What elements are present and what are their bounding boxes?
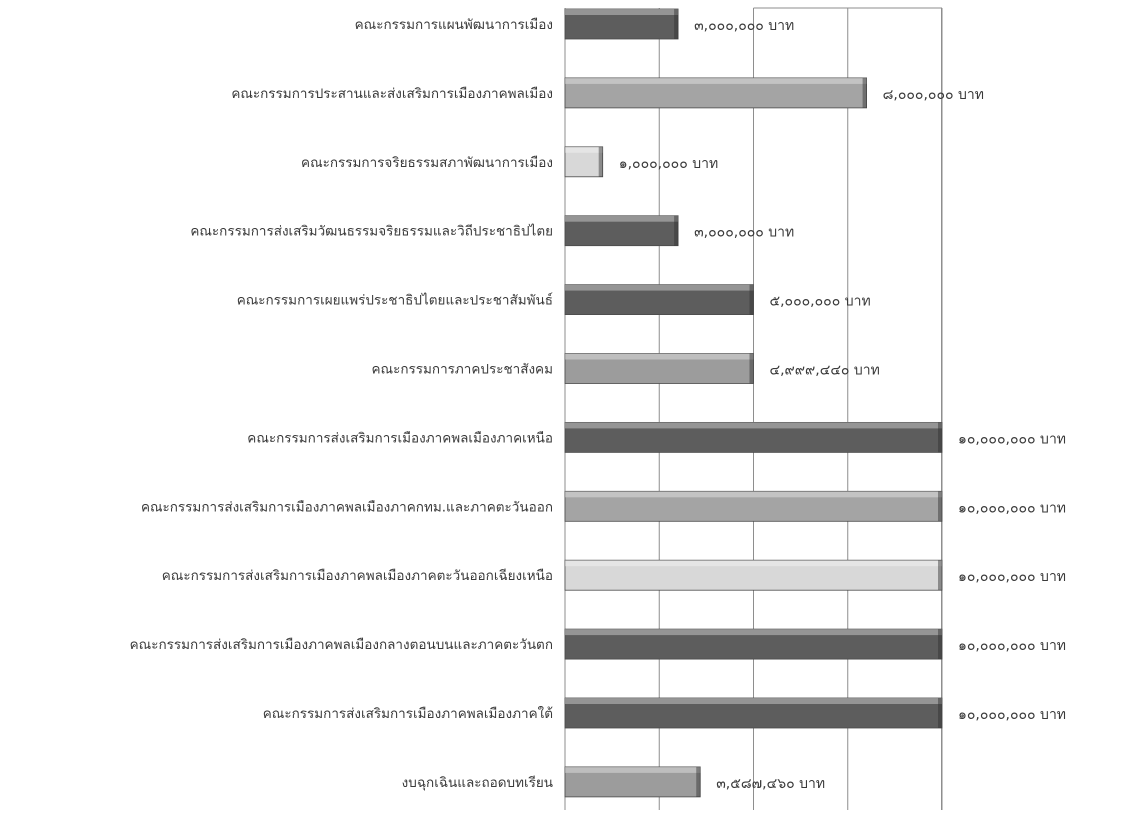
category-label: คณะกรรมการประสานและส่งเสริมการเมืองภาคพล…: [231, 86, 553, 102]
value-label: ๘,๐๐๐,๐๐๐ บาท: [883, 87, 984, 103]
bar-highlight: [565, 491, 942, 498]
value-label: ๓,๐๐๐,๐๐๐ บาท: [694, 225, 794, 241]
bar-end-cap: [598, 146, 603, 177]
category-label: คณะกรรมการส่งเสริมการเมืองภาคพลเมืองภาคก…: [141, 499, 553, 515]
value-label: ๔,๙๙๙,๔๔๐ บาท: [769, 363, 879, 379]
category-label: คณะกรรมการส่งเสริมการเมืองภาคพลเมืองภาคใ…: [263, 705, 553, 722]
bar: [564, 8, 679, 40]
bar: [564, 353, 754, 384]
bar: [564, 215, 679, 247]
gridlines: [564, 7, 943, 810]
bar-end-cap: [938, 698, 942, 728]
bar: [564, 628, 943, 660]
category-label: คณะกรรมการส่งเสริมการเมืองภาคพลเมืองกลาง…: [130, 637, 553, 653]
value-label: ๑๐,๐๐๐,๐๐๐ บาท: [958, 431, 1066, 447]
bar-end-cap: [938, 629, 942, 660]
bar: [564, 559, 943, 591]
bar-end-cap: [674, 215, 679, 246]
bar: [564, 284, 754, 316]
bar-highlight: [565, 77, 867, 84]
bar-highlight: [565, 629, 942, 636]
value-label: ๑๐,๐๐๐,๐๐๐ บาท: [958, 569, 1066, 585]
bar-end-cap: [938, 491, 942, 522]
bar-end-cap: [749, 284, 754, 315]
category-label: คณะกรรมการส่งเสริมการเมืองภาคพลเมืองภาคเ…: [247, 430, 553, 446]
bar-end-cap: [749, 353, 754, 384]
bar-end-cap: [696, 766, 701, 797]
bar: [564, 490, 943, 522]
bar-highlight: [565, 284, 754, 291]
bar-highlight: [565, 422, 942, 429]
bar-highlight: [565, 215, 679, 222]
bar: [564, 697, 943, 729]
category-label: คณะกรรมการแผนพัฒนาการเมือง: [355, 17, 553, 33]
bar: [564, 146, 604, 178]
bar-end-cap: [862, 77, 867, 108]
value-label: ๓,๐๐๐,๐๐๐ บาท: [694, 18, 794, 34]
category-label: คณะกรรมการภาคประชาสังคม: [372, 362, 553, 378]
bars: [564, 8, 943, 798]
value-label: ๕,๐๐๐,๐๐๐ บาท: [770, 294, 871, 310]
bar-highlight: [565, 146, 603, 153]
category-label: งบฉุกเฉินและถอดบทเรียน: [402, 775, 553, 791]
bar-highlight: [565, 698, 942, 704]
bar-highlight: [565, 766, 701, 773]
value-label: ๑,๐๐๐,๐๐๐ บาท: [619, 156, 718, 172]
value-label: ๑๐,๐๐๐,๐๐๐ บาท: [958, 707, 1066, 723]
category-label: คณะกรรมการจริยธรรมสภาพัฒนาการเมือง: [301, 155, 553, 171]
value-label: ๓,๕๘๗,๔๖๐ บาท: [716, 776, 825, 792]
bar-end-cap: [938, 422, 942, 453]
bar-end-cap: [938, 560, 942, 591]
bar-highlight: [565, 353, 754, 360]
bar-highlight: [565, 9, 679, 15]
bar: [564, 77, 868, 109]
category-labels: คณะกรรมการแผนพัฒนาการเมืองคณะกรรมการประส…: [130, 17, 553, 791]
category-label: คณะกรรมการส่งเสริมการเมืองภาคพลเมืองภาคต…: [162, 568, 553, 584]
category-label: คณะกรรมการเผยแพร่ประชาธิปไตยและประชาสัมพ…: [237, 292, 553, 309]
bar: [564, 766, 701, 798]
bar: [564, 421, 943, 453]
category-label: คณะกรรมการส่งเสริมวัฒนธรรมจริยธรรมและวิถ…: [190, 224, 553, 240]
value-label: ๑๐,๐๐๐,๐๐๐ บาท: [958, 638, 1066, 654]
value-label: ๑๐,๐๐๐,๐๐๐ บาท: [958, 500, 1066, 516]
bar-highlight: [565, 560, 942, 567]
bar-end-cap: [674, 9, 679, 39]
